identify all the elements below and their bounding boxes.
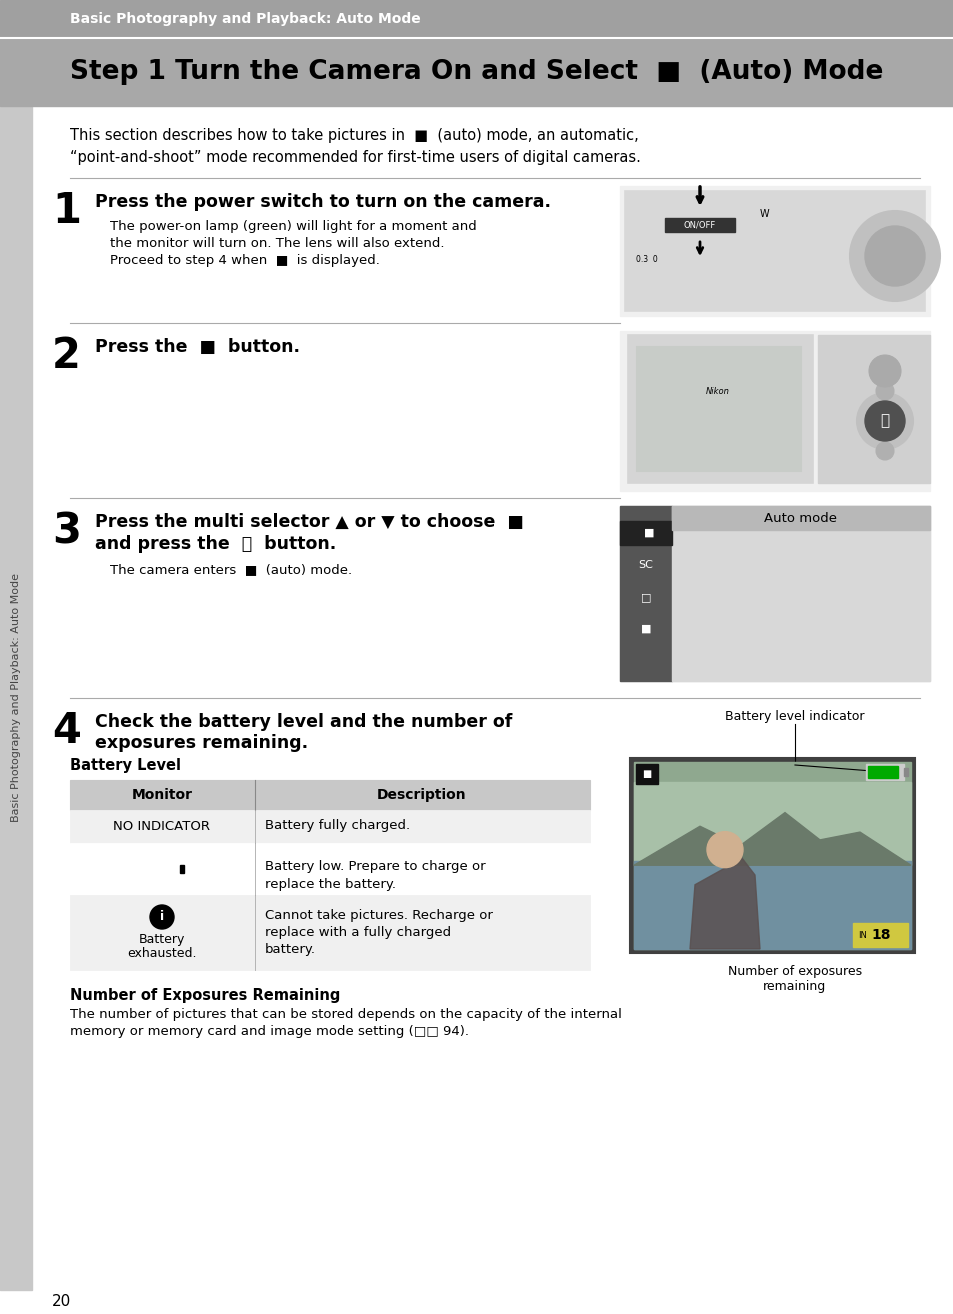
Bar xyxy=(636,346,801,470)
Text: Press the multi selector ▲ or ▼ to choose  ■: Press the multi selector ▲ or ▼ to choos… xyxy=(95,512,523,531)
Bar xyxy=(619,520,671,545)
Text: Basic Photography and Playback: Auto Mode: Basic Photography and Playback: Auto Mod… xyxy=(70,12,420,26)
Text: 18: 18 xyxy=(870,928,890,942)
Circle shape xyxy=(864,401,904,442)
Text: Battery Level: Battery Level xyxy=(70,758,181,773)
Text: 4: 4 xyxy=(52,710,81,752)
Bar xyxy=(0,38,953,106)
Text: ■: ■ xyxy=(640,624,651,633)
Text: Proceed to step 4 when  ■  is displayed.: Proceed to step 4 when ■ is displayed. xyxy=(110,254,379,267)
Bar xyxy=(619,506,671,681)
Bar xyxy=(636,763,658,784)
Text: the monitor will turn on. The lens will also extend.: the monitor will turn on. The lens will … xyxy=(110,237,444,250)
Text: 1: 1 xyxy=(52,191,81,233)
Text: Description: Description xyxy=(376,788,466,802)
Bar xyxy=(634,762,910,949)
Bar xyxy=(70,781,589,809)
Bar xyxy=(70,895,589,970)
Bar xyxy=(865,763,903,781)
Bar xyxy=(624,191,924,311)
Text: Battery level indicator: Battery level indicator xyxy=(724,710,863,723)
Text: Press the  ■  button.: Press the ■ button. xyxy=(95,338,299,356)
Text: The camera enters  ■  (auto) mode.: The camera enters ■ (auto) mode. xyxy=(110,562,352,576)
Bar xyxy=(664,218,734,233)
Text: Basic Photography and Playback: Auto Mode: Basic Photography and Playback: Auto Mod… xyxy=(11,573,21,823)
Circle shape xyxy=(875,442,893,460)
Bar xyxy=(144,861,180,876)
Text: 📷: 📷 xyxy=(880,414,888,428)
Text: Battery: Battery xyxy=(139,933,185,946)
Text: i: i xyxy=(160,911,164,924)
Text: “point-and-shoot” mode recommended for first-time users of digital cameras.: “point-and-shoot” mode recommended for f… xyxy=(70,150,640,166)
Bar xyxy=(671,506,929,681)
Circle shape xyxy=(849,212,939,301)
Text: NO INDICATOR: NO INDICATOR xyxy=(113,820,211,833)
Text: Monitor: Monitor xyxy=(132,788,193,802)
Text: Battery fully charged.: Battery fully charged. xyxy=(265,820,410,833)
Text: exposures remaining.: exposures remaining. xyxy=(95,735,308,752)
Bar xyxy=(0,0,953,38)
Bar xyxy=(70,809,589,844)
Bar xyxy=(634,861,910,949)
Text: The number of pictures that can be stored depends on the capacity of the interna: The number of pictures that can be store… xyxy=(70,1008,621,1021)
Text: The power-on lamp (green) will light for a moment and: The power-on lamp (green) will light for… xyxy=(110,219,476,233)
Circle shape xyxy=(868,355,900,388)
Bar xyxy=(634,782,910,865)
Text: 3: 3 xyxy=(52,510,81,552)
Text: Number of Exposures Remaining: Number of Exposures Remaining xyxy=(70,988,340,1003)
Text: ■: ■ xyxy=(641,769,651,779)
Text: memory or memory card and image mode setting (□□ 94).: memory or memory card and image mode set… xyxy=(70,1025,469,1038)
Text: Number of exposures: Number of exposures xyxy=(727,964,862,978)
Text: 2: 2 xyxy=(52,335,81,377)
Polygon shape xyxy=(634,812,910,865)
Bar xyxy=(903,767,907,777)
Bar xyxy=(629,758,914,953)
Polygon shape xyxy=(689,855,760,949)
Bar xyxy=(619,187,929,315)
Text: battery.: battery. xyxy=(265,943,315,957)
Bar xyxy=(867,766,897,778)
Bar xyxy=(817,335,929,484)
Text: W: W xyxy=(760,209,769,219)
Text: replace with a fully charged: replace with a fully charged xyxy=(265,926,451,940)
Bar xyxy=(627,335,812,484)
Text: 0.3  0: 0.3 0 xyxy=(636,255,657,264)
Text: Battery low. Prepare to charge or: Battery low. Prepare to charge or xyxy=(265,859,485,872)
Text: replace the battery.: replace the battery. xyxy=(265,878,395,891)
Text: Auto mode: Auto mode xyxy=(763,511,837,524)
Text: remaining: remaining xyxy=(762,980,825,993)
Bar xyxy=(671,506,929,530)
Circle shape xyxy=(875,382,893,399)
Text: and press the  Ⓢ  button.: and press the Ⓢ button. xyxy=(95,535,335,553)
Circle shape xyxy=(864,226,924,286)
Text: ■: ■ xyxy=(637,528,654,537)
Bar xyxy=(619,331,929,491)
Bar xyxy=(0,106,32,1290)
Bar xyxy=(70,844,589,895)
Circle shape xyxy=(706,832,742,867)
Text: □: □ xyxy=(640,593,651,602)
Bar xyxy=(852,922,907,947)
Text: 20: 20 xyxy=(52,1294,71,1309)
Circle shape xyxy=(856,393,912,449)
Bar xyxy=(619,506,929,681)
Text: IN: IN xyxy=(857,930,866,940)
Text: Press the power switch to turn on the camera.: Press the power switch to turn on the ca… xyxy=(95,193,551,212)
Bar xyxy=(70,781,589,970)
Text: Step 1 Turn the Camera On and Select  ■  (Auto) Mode: Step 1 Turn the Camera On and Select ■ (… xyxy=(70,59,882,85)
Text: Nikon: Nikon xyxy=(705,386,729,396)
Text: exhausted.: exhausted. xyxy=(127,947,196,961)
Text: ON/OFF: ON/OFF xyxy=(683,221,716,230)
Text: SC: SC xyxy=(638,560,653,570)
Text: This section describes how to take pictures in  ■  (auto) mode, an automatic,: This section describes how to take pictu… xyxy=(70,127,639,143)
Text: Check the battery level and the number of: Check the battery level and the number o… xyxy=(95,714,512,731)
Text: Cannot take pictures. Recharge or: Cannot take pictures. Recharge or xyxy=(265,909,493,922)
Bar xyxy=(180,865,184,872)
Circle shape xyxy=(150,905,173,929)
